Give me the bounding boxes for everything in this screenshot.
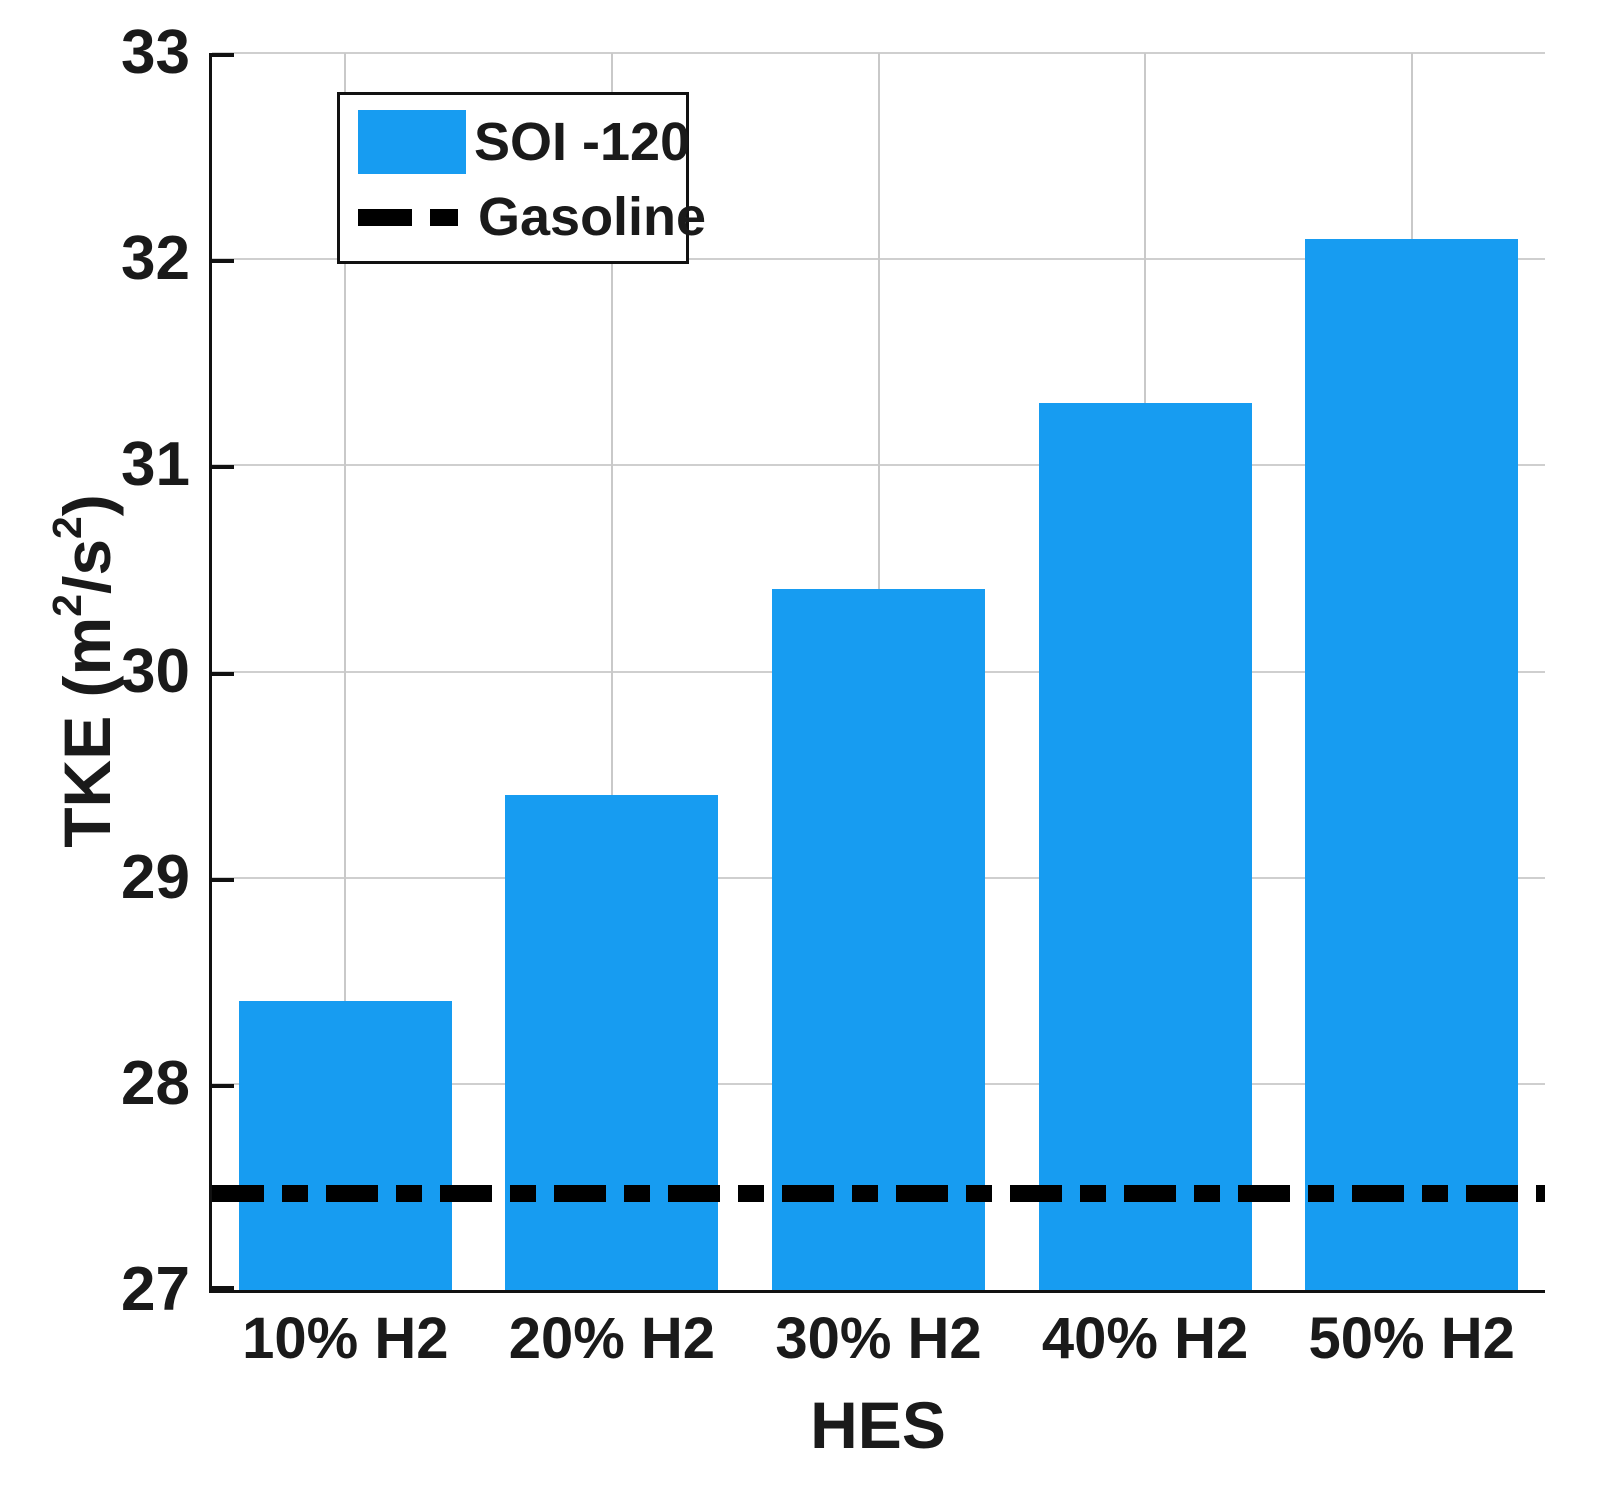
bar-20%-h2 [505,795,719,1290]
y-tick-label: 28 [121,1048,190,1118]
x-axis-label: HES [810,1388,946,1462]
x-tick-label: 30% H2 [775,1306,982,1371]
bar-10%-h2 [238,1001,452,1290]
legend-item-gasoline: Gasoline [358,188,706,246]
y-tick-mark [212,671,234,676]
y-tick-mark [212,259,234,264]
v-gridline [610,53,613,1290]
y-tick-label: 29 [121,842,190,912]
bar-30%-h2 [772,589,985,1290]
bar-40%-h2 [1038,403,1252,1290]
legend-bar-swatch [358,109,466,174]
y-tick-mark [212,1083,234,1088]
x-tick-label: 40% H2 [1041,1306,1249,1371]
y-tick-mark [212,877,234,882]
y-tick-label: 30 [121,636,190,706]
y-tick-label: 33 [121,18,190,87]
y-tick-mark [212,1286,234,1290]
legend-dashdot-line [358,208,470,226]
y-tick-label: 31 [121,430,190,500]
legend: SOI -120 Gasoline [337,92,706,264]
x-tick-label: 10% H2 [242,1306,449,1371]
v-gridline [344,53,347,1290]
legend-label-soi: SOI -120 [474,111,691,172]
y-tick-mark [212,53,234,57]
x-tick-label: 20% H2 [508,1306,716,1371]
legend-label-gasoline: Gasoline [478,187,707,248]
bar-50%-h2 [1305,238,1519,1290]
y-tick-label: 32 [121,224,190,294]
y-tick-mark [212,465,234,470]
gasoline-reference-line [212,1185,1545,1203]
x-tick-label: 50% H2 [1308,1306,1515,1371]
plot-area [209,52,1545,1293]
legend-item-soi: SOI -120 [358,109,690,174]
y-tick-label: 27 [121,1255,190,1324]
y-axis-label: TKE (m2/s2) [43,494,124,848]
